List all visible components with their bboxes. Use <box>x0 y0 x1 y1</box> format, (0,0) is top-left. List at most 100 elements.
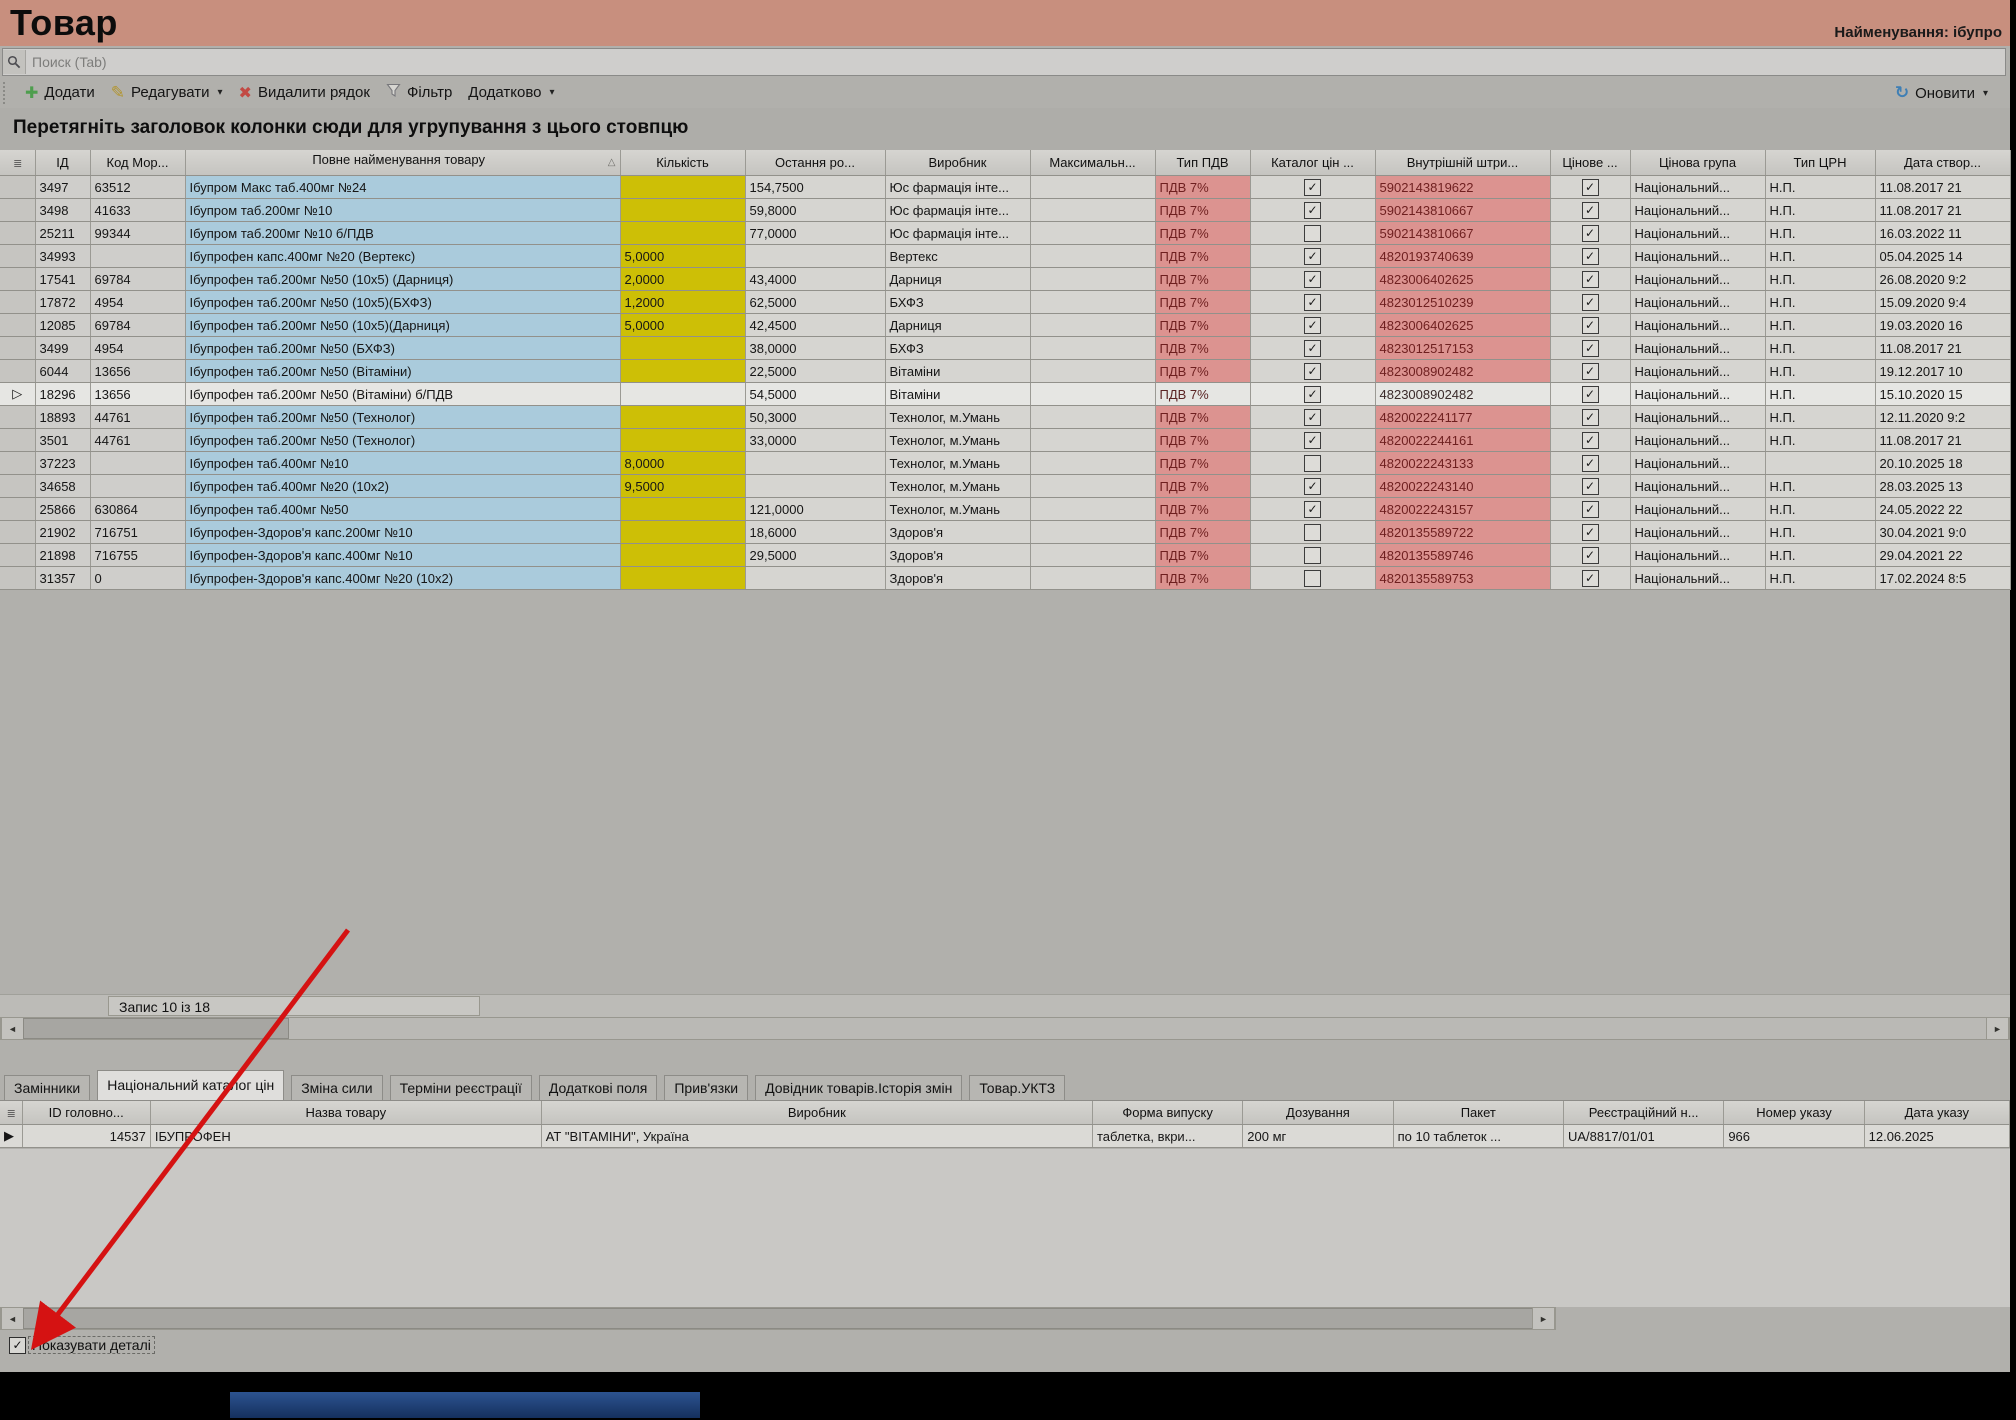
column-header[interactable]: ID головно... <box>22 1101 151 1125</box>
column-header[interactable]: ≣ <box>0 1101 23 1125</box>
price-checkbox[interactable]: ✓ <box>1581 293 1599 311</box>
price-checkbox[interactable]: ✓ <box>1581 408 1599 426</box>
detail-tab[interactable]: Додаткові поля <box>538 1075 658 1100</box>
catalog-checkbox[interactable]: ✓ <box>1304 178 1321 196</box>
detail-tab[interactable]: Довідник товарів.Історія змін <box>755 1075 963 1100</box>
column-header[interactable]: Дозування <box>1242 1101 1394 1125</box>
column-header[interactable]: Тип ЦРН <box>1765 150 1876 176</box>
catalog-checkbox[interactable]: ✓ <box>1304 431 1321 449</box>
catalog-checkbox[interactable]: ✓ <box>1304 500 1321 518</box>
table-row[interactable]: 18893 44761 Ібупрофен таб.200мг №50 (Техно… <box>0 405 2011 429</box>
price-checkbox[interactable]: ✓ <box>1581 339 1599 357</box>
price-checkbox[interactable]: ✓ <box>1581 431 1599 449</box>
price-checkbox[interactable]: ✓ <box>1581 454 1599 472</box>
price-checkbox[interactable]: ✓ <box>1581 385 1599 403</box>
column-header[interactable]: Форма випуску <box>1092 1101 1244 1125</box>
detail-tab[interactable]: Терміни реєстрації <box>389 1075 532 1100</box>
column-chooser-icon[interactable]: ≣ <box>6 1108 16 1120</box>
detail-tab[interactable]: Національний каталог цін <box>97 1070 285 1100</box>
column-header[interactable]: Цінове ... <box>1550 150 1631 176</box>
table-row[interactable]: 21898 716755 Ібупрофен-Здоров'я капс.400мг… <box>0 543 2011 567</box>
table-row[interactable]: 12085 69784 Ібупрофен таб.200мг №50 (10х5)… <box>0 313 2011 337</box>
column-header[interactable]: Дата указу <box>1864 1101 2011 1125</box>
price-checkbox[interactable]: ✓ <box>1581 546 1599 564</box>
column-header[interactable]: ІД <box>35 150 91 176</box>
detail-tab[interactable]: Зміна сили <box>291 1075 383 1100</box>
show-details-checkbox[interactable]: ✓ <box>9 1337 26 1354</box>
price-checkbox[interactable]: ✓ <box>1581 201 1599 219</box>
refresh-button[interactable]: ↻ Оновити ▾ <box>1887 80 1996 106</box>
catalog-checkbox[interactable]: ✓ <box>1304 316 1321 334</box>
scroll-right-icon[interactable]: ► <box>1986 1018 2009 1039</box>
catalog-checkbox[interactable] <box>1304 523 1321 541</box>
column-header[interactable]: Каталог цін ... <box>1250 150 1376 176</box>
filter-button[interactable]: Фільтр <box>378 80 460 105</box>
table-row[interactable]: 21902 716751 Ібупрофен-Здоров'я капс.200мг… <box>0 520 2011 544</box>
catalog-checkbox[interactable]: ✓ <box>1304 339 1321 357</box>
catalog-checkbox[interactable] <box>1304 454 1321 472</box>
show-details-label[interactable]: Показувати деталі <box>28 1336 155 1354</box>
column-header[interactable]: Повне найменування товару △ <box>185 150 621 176</box>
price-checkbox[interactable]: ✓ <box>1581 500 1599 518</box>
column-header[interactable]: Тип ПДВ <box>1155 150 1251 176</box>
catalog-checkbox[interactable]: ✓ <box>1304 408 1321 426</box>
table-row[interactable]: 3499 4954 Ібупрофен таб.200мг №50 (БХФЗ) 38… <box>0 336 2011 360</box>
table-row[interactable]: 6044 13656 Ібупрофен таб.200мг №50 (Вітамі… <box>0 359 2011 383</box>
edit-button[interactable]: ✎ Редагувати ▾ <box>103 80 231 106</box>
detail-tab[interactable]: Товар.УКТЗ <box>969 1075 1066 1100</box>
table-row[interactable]: 25211 99344 Ібупром таб.200мг №10 б/ПДВ 77,… <box>0 221 2011 245</box>
price-checkbox[interactable]: ✓ <box>1581 178 1599 196</box>
table-row[interactable]: 25866 630864 Ібупрофен таб.400мг №50 121,00… <box>0 497 2011 521</box>
column-header[interactable]: Назва товару <box>150 1101 542 1125</box>
catalog-checkbox[interactable]: ✓ <box>1304 201 1321 219</box>
column-header[interactable]: ≣ <box>0 150 36 176</box>
column-header[interactable]: Код Мор... <box>90 150 186 176</box>
catalog-checkbox[interactable] <box>1304 546 1321 564</box>
scrollbar-thumb[interactable] <box>23 1308 1534 1329</box>
add-button[interactable]: ✚ Додати <box>17 80 103 106</box>
catalog-checkbox[interactable]: ✓ <box>1304 247 1321 265</box>
price-checkbox[interactable]: ✓ <box>1581 523 1599 541</box>
main-grid-hscrollbar[interactable]: ◄ ► <box>0 1017 2010 1040</box>
catalog-checkbox[interactable]: ✓ <box>1304 270 1321 288</box>
table-row[interactable]: 3498 41633 Ібупром таб.200мг №10 59,8000 Юс … <box>0 198 2011 222</box>
detail-tab[interactable]: Прив'язки <box>664 1075 749 1100</box>
price-checkbox[interactable]: ✓ <box>1581 224 1599 242</box>
price-checkbox[interactable]: ✓ <box>1581 270 1599 288</box>
catalog-checkbox[interactable]: ✓ <box>1304 293 1321 311</box>
detail-tab[interactable]: Замінники <box>4 1075 91 1100</box>
scroll-left-icon[interactable]: ◄ <box>1 1308 24 1329</box>
scroll-right-icon[interactable]: ► <box>1532 1308 1555 1329</box>
table-row[interactable]: 17541 69784 Ібупрофен таб.200мг №50 (10х5)… <box>0 267 2011 291</box>
table-row[interactable]: 34658 Ібупрофен таб.400мг №20 (10х2) 9,500… <box>0 474 2011 498</box>
scrollbar-thumb[interactable] <box>23 1018 289 1039</box>
table-row[interactable]: 37223 Ібупрофен таб.400мг №10 8,0000 Технол… <box>0 451 2011 475</box>
table-row[interactable]: 3501 44761 Ібупрофен таб.200мг №50 (Технол… <box>0 428 2011 452</box>
column-header[interactable]: Максимальн... <box>1030 150 1156 176</box>
price-checkbox[interactable]: ✓ <box>1581 477 1599 495</box>
column-header[interactable]: Цінова група <box>1630 150 1766 176</box>
catalog-checkbox[interactable]: ✓ <box>1304 362 1321 380</box>
column-header[interactable]: Реєстраційний н... <box>1563 1101 1725 1125</box>
catalog-checkbox[interactable] <box>1304 224 1321 242</box>
table-row[interactable]: 17872 4954 Ібупрофен таб.200мг №50 (10х5)(… <box>0 290 2011 314</box>
column-chooser-icon[interactable]: ≣ <box>13 158 22 170</box>
more-button[interactable]: Додатково ▾ <box>460 81 562 104</box>
column-header[interactable]: Виробник <box>885 150 1031 176</box>
column-header[interactable]: Виробник <box>541 1101 1093 1125</box>
scroll-left-icon[interactable]: ◄ <box>1 1018 24 1039</box>
search-input[interactable]: Поиск (Tab) <box>2 48 2006 76</box>
price-checkbox[interactable]: ✓ <box>1581 362 1599 380</box>
column-header[interactable]: Внутрішній штри... <box>1375 150 1551 176</box>
column-header[interactable]: Дата створ... <box>1875 150 2011 176</box>
table-row[interactable]: ▷ 18296 13656 Ібупрофен таб.200мг №50 (Віта… <box>0 382 2011 406</box>
column-header[interactable]: Остання ро... <box>745 150 886 176</box>
detail-hscrollbar[interactable]: ◄ ► <box>0 1307 1556 1330</box>
catalog-checkbox[interactable]: ✓ <box>1304 477 1321 495</box>
price-checkbox[interactable]: ✓ <box>1581 569 1599 587</box>
price-checkbox[interactable]: ✓ <box>1581 247 1599 265</box>
catalog-checkbox[interactable]: ✓ <box>1304 385 1321 403</box>
delete-row-button[interactable]: ✖ Видалити рядок <box>231 80 378 106</box>
table-row[interactable]: 31357 0 Ібупрофен-Здоров'я капс.400мг №20 … <box>0 566 2011 590</box>
table-row[interactable]: ▶ 14537 ІБУПРОФЕН АТ "ВІТАМІНИ", Україна таб… <box>0 1124 2011 1148</box>
